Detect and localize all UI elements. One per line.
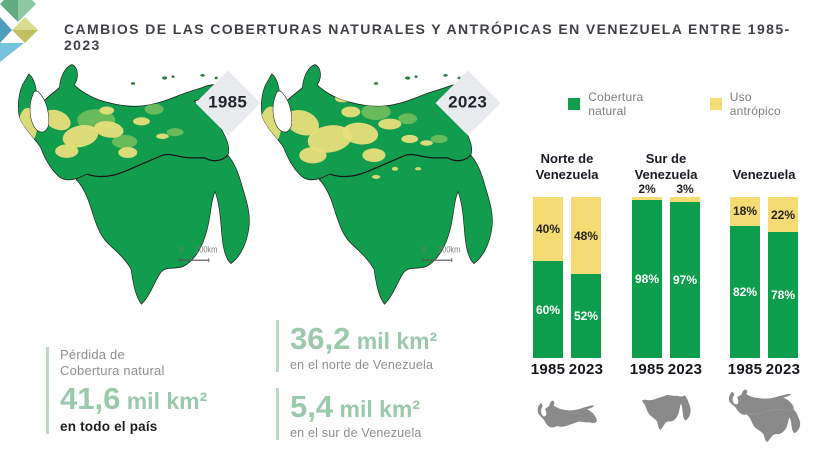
stat-country-loss: Pérdida de Cobertura natural 41,6 mil km… <box>46 347 280 435</box>
segment-natural <box>670 201 700 358</box>
x-axis-year-label: 2023 <box>765 361 801 378</box>
segment-value-label: 97% <box>672 272 698 287</box>
segment-value-label: 98% <box>634 272 660 287</box>
stat-south-unit: mil km² <box>333 396 421 422</box>
stat-south-caption: en el sur de Venezuela <box>290 425 422 440</box>
silhouette-norte-icon <box>537 400 597 428</box>
chart-legend: Cobertura natural Uso antrópico <box>568 90 824 118</box>
map-venezuela-1985: 0 200km 1985 <box>12 55 261 315</box>
stat-country-title: Pérdida de Cobertura natural <box>60 347 280 380</box>
bar-sur-de-venezuela-2023: 97% <box>670 197 700 358</box>
map-scale-text: 200km <box>195 244 217 255</box>
map-scale-text: 200km <box>438 244 460 255</box>
segment-natural <box>632 200 662 358</box>
above-bar-value-label: 3% <box>676 182 694 196</box>
segment-anthropic <box>533 197 563 262</box>
stat-north-unit: mil km² <box>350 328 438 354</box>
segment-anthropic <box>730 197 760 226</box>
stat-country-number: 41,6 <box>60 380 121 416</box>
year-badge-1985-label: 1985 <box>208 93 248 112</box>
segment-anthropic <box>768 197 798 233</box>
legend-swatch-natural-icon <box>568 98 581 110</box>
above-bar-value-label: 2% <box>638 182 656 196</box>
stat-country-title-line2: Cobertura natural <box>60 363 165 379</box>
segment-value-label: 52% <box>573 309 599 324</box>
bar-norte-de-venezuela-1985: 60% 40% <box>533 197 563 358</box>
segment-value-label: 60% <box>535 302 561 317</box>
segment-value-label: 48% <box>573 228 599 243</box>
segment-value-label: 22% <box>770 207 796 222</box>
segment-anthropic <box>632 197 662 201</box>
stat-country-value: 41,6 mil km² <box>60 380 280 416</box>
map-scale-text: 0 <box>422 244 426 255</box>
page-title: CAMBIOS DE LAS COBERTURAS NATURALES Y AN… <box>64 21 791 53</box>
segment-anthropic <box>670 197 700 202</box>
x-axis-year-label: 2023 <box>667 361 703 378</box>
x-axis-year-label: 1985 <box>727 361 763 378</box>
legend-label-natural: Cobertura natural <box>588 90 644 118</box>
segment-value-label: 40% <box>535 222 561 237</box>
group-header-1: Sur de Venezuela <box>634 151 698 182</box>
x-axis-year-label: 2023 <box>568 361 604 378</box>
segment-natural <box>730 225 760 358</box>
stat-north-value: 36,2 mil km² <box>290 321 530 356</box>
map-scale-text: 0 <box>179 244 183 255</box>
bar-sur-de-venezuela-1985: 98% <box>632 197 662 358</box>
stat-south-value: 5,4 mil km² <box>290 389 530 424</box>
stat-south-loss: 5,4 mil km² en el sur de Venezuela <box>276 388 530 440</box>
stat-country-title-line1: Pérdida de <box>60 347 125 362</box>
bar-venezuela-2023: 78% 22% <box>768 197 798 358</box>
stat-north-loss: 36,2 mil km² en el norte de Venezuela <box>276 320 530 372</box>
silhouette-venezuela-icon <box>728 389 801 443</box>
group-header-0: Norte de Venezuela <box>535 151 599 182</box>
legend-label-anthropic: Uso antrópico <box>729 90 781 118</box>
segment-natural <box>533 261 563 358</box>
legend-swatch-anthropic-icon <box>709 98 722 110</box>
brand-logo-icon <box>0 0 38 62</box>
bar-venezuela-1985: 82% 18% <box>730 197 760 358</box>
silhouette-sur-icon <box>641 395 691 431</box>
bar-norte-de-venezuela-2023: 52% 48% <box>571 197 601 358</box>
segment-value-label: 18% <box>732 204 758 219</box>
segment-anthropic <box>571 197 601 275</box>
map-venezuela-2023: 0 200km 2023 <box>255 55 501 315</box>
stat-north-number: 36,2 <box>290 321 351 356</box>
stat-south-number: 5,4 <box>290 389 334 424</box>
segment-natural <box>571 274 601 358</box>
segment-value-label: 82% <box>732 284 758 299</box>
map-venezuela-1985-svg: 0 200km <box>18 64 250 305</box>
stat-north-caption: en el norte de Venezuela <box>290 357 434 372</box>
map-venezuela-2023-svg: 0 200km <box>261 64 493 305</box>
map-scale-bar <box>421 258 453 263</box>
year-badge-2023-label: 2023 <box>448 93 488 112</box>
segment-value-label: 78% <box>770 288 796 303</box>
x-axis-year-label: 1985 <box>629 361 665 378</box>
stat-country-unit: mil km² <box>120 387 208 414</box>
x-axis-year-label: 1985 <box>530 361 566 378</box>
segment-natural <box>768 232 798 358</box>
stat-country-caption: en todo el país <box>60 419 158 435</box>
map-scale-bar <box>178 258 210 263</box>
group-header-2: Venezuela <box>732 166 796 182</box>
